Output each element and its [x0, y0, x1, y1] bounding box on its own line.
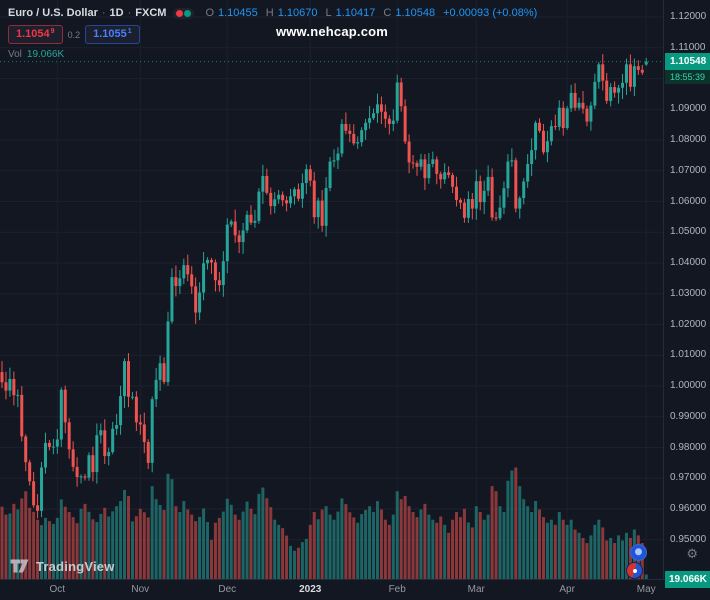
last-price-label: 1.10548 — [665, 52, 710, 70]
price-axis-label: 0.97000 — [670, 472, 707, 484]
price-axis-label: 1.04000 — [670, 257, 707, 268]
bid-price: 1.1054 — [16, 28, 50, 40]
price-axis[interactable]: 1.120001.110001.100001.090001.080001.070… — [663, 0, 710, 580]
price-axis-label: 0.99000 — [670, 410, 707, 422]
price-scale-settings-gear-icon[interactable]: ⚙ — [686, 546, 698, 561]
legend-title-row: Euro / U.S. Dollar · 1D · FXCM O 1.10455 … — [8, 6, 537, 20]
buy-sell-toggle-icon[interactable] — [173, 7, 195, 19]
change-value: +0.00093 (+0.08%) — [443, 7, 538, 19]
sell-button[interactable]: 1.1054 9 — [8, 25, 63, 44]
symbol-title[interactable]: Euro / U.S. Dollar — [8, 7, 98, 19]
low-label: L — [325, 7, 332, 19]
time-axis-label: Nov — [131, 584, 150, 595]
open-value: 1.10455 — [218, 7, 258, 19]
site-watermark: www.nehcap.com — [275, 24, 389, 39]
buy-button[interactable]: 1.1055 1 — [85, 25, 140, 44]
time-axis-label: Apr — [559, 584, 575, 595]
time-axis-label: Feb — [388, 584, 406, 595]
low-value: 1.10417 — [335, 7, 376, 19]
close-value: 1.10548 — [395, 7, 436, 19]
spread-value: 0.2 — [67, 29, 81, 40]
price-axis-label: 1.01000 — [670, 349, 707, 361]
time-axis-label: Mar — [467, 584, 485, 595]
price-axis-label: 1.03000 — [670, 287, 707, 299]
volume-axis-label: 19.066K — [665, 571, 710, 588]
ask-price-fraction: 1 — [127, 28, 132, 35]
tradingview-logo-text: TradingView — [36, 558, 115, 574]
price-axis-label: 1.00000 — [670, 380, 707, 391]
interval-label[interactable]: 1D — [109, 7, 124, 19]
red-dot-icon — [176, 9, 184, 17]
price-axis-label: 1.09000 — [670, 103, 707, 115]
price-axis-label: 0.95000 — [670, 533, 707, 545]
separator: · — [127, 7, 132, 19]
open-label: O — [205, 7, 214, 19]
time-axis-label: Oct — [49, 584, 66, 595]
chart-legend: Euro / U.S. Dollar · 1D · FXCM O 1.10455 … — [8, 6, 537, 60]
bar-close-countdown: 18:55:39 — [665, 69, 710, 84]
floating-widget-icon-top[interactable] — [630, 544, 647, 561]
separator: · — [101, 7, 106, 19]
high-label: H — [265, 7, 274, 19]
price-axis-label: 1.06000 — [670, 195, 707, 207]
floating-widget-icon-bottom[interactable] — [626, 562, 643, 579]
time-axis[interactable]: Oct Nov Dec 2023 Feb Mar Apr May — [0, 579, 710, 600]
volume-label: Vol — [8, 49, 22, 60]
price-axis-label: 1.05000 — [670, 226, 707, 238]
tradingview-logo-icon — [10, 559, 29, 573]
price-axis-label: 0.96000 — [670, 503, 707, 514]
bid-price-fraction: 9 — [50, 28, 55, 35]
time-axis-label: May — [636, 584, 656, 595]
close-label: C — [383, 7, 392, 19]
price-axis-label: 1.12000 — [670, 11, 707, 22]
volume-current-value: 19.066K — [26, 49, 65, 60]
bid-ask-row: 1.1054 9 0.2 1.1055 1 — [8, 25, 537, 44]
price-axis-label: 1.07000 — [670, 164, 707, 176]
price-axis-label: 1.02000 — [670, 318, 707, 330]
time-axis-label: Dec — [218, 584, 237, 595]
time-axis-label: 2023 — [299, 584, 322, 595]
green-dot-icon — [184, 9, 192, 17]
ask-price: 1.1055 — [93, 28, 127, 40]
volume-legend-row: Vol 19.066K — [8, 49, 537, 60]
high-value: 1.10670 — [277, 7, 318, 19]
tradingview-logo[interactable]: TradingView — [9, 558, 115, 574]
price-axis-label: 0.98000 — [670, 441, 707, 453]
exchange-label[interactable]: FXCM — [135, 7, 167, 19]
price-axis-label: 1.08000 — [670, 134, 707, 145]
price-axis-label: 1.11000 — [670, 41, 706, 53]
